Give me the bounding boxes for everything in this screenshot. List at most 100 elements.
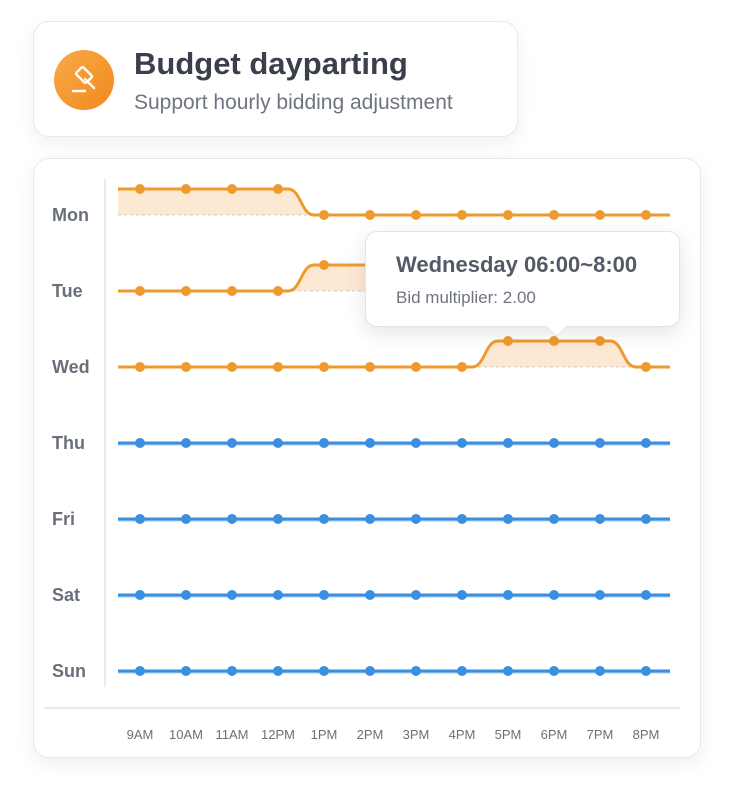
tooltip-label: Bid multiplier: <box>396 288 499 307</box>
data-point <box>641 514 651 524</box>
data-point <box>365 210 375 220</box>
hour-label: 11AM <box>216 727 249 742</box>
hour-label: 9AM <box>127 727 154 742</box>
day-label-sun: Sun <box>52 661 86 681</box>
data-point <box>549 336 559 346</box>
hour-label: 2PM <box>357 727 384 742</box>
tooltip-body: Bid multiplier: 2.00 <box>396 288 536 308</box>
data-point <box>181 184 191 194</box>
data-point <box>365 666 375 676</box>
data-point <box>503 666 513 676</box>
tooltip-value: 2.00 <box>502 288 536 307</box>
data-point <box>273 590 283 600</box>
data-point <box>181 438 191 448</box>
page-subtitle: Support hourly bidding adjustment <box>134 91 453 114</box>
dayparting-chart-card: Mon Tue Wed Thu Fri Sat Sun 9AM 10AM 11AM 12PM 1PM 2… <box>33 158 701 758</box>
data-point <box>457 362 467 372</box>
day-label-thu: Thu <box>52 433 85 453</box>
data-point <box>319 514 329 524</box>
data-point <box>227 286 237 296</box>
data-point <box>319 362 329 372</box>
data-point <box>549 210 559 220</box>
data-point <box>319 260 329 270</box>
data-point <box>595 590 605 600</box>
series-line-tue <box>118 263 670 293</box>
data-point <box>273 666 283 676</box>
page-title: Budget dayparting <box>134 46 408 81</box>
data-point <box>273 362 283 372</box>
day-label-tue: Tue <box>52 281 83 301</box>
hour-label: 8PM <box>633 727 660 742</box>
data-point <box>181 590 191 600</box>
series-line-mon <box>118 187 670 217</box>
data-point <box>273 438 283 448</box>
data-point <box>227 514 237 524</box>
data-point <box>135 590 145 600</box>
data-point <box>181 286 191 296</box>
data-point <box>181 666 191 676</box>
adjusted-area-mon <box>118 189 670 215</box>
data-point <box>319 590 329 600</box>
data-point <box>319 666 329 676</box>
day-label-sat: Sat <box>52 585 80 605</box>
data-point <box>135 514 145 524</box>
day-label-wed: Wed <box>52 357 90 377</box>
data-point <box>457 210 467 220</box>
data-point <box>641 438 651 448</box>
data-point <box>411 438 421 448</box>
data-point <box>641 590 651 600</box>
day-label-mon: Mon <box>52 205 89 225</box>
data-point <box>595 666 605 676</box>
header-card: Budget dayparting Support hourly bidding… <box>33 21 518 137</box>
data-point <box>457 590 467 600</box>
hour-label: 3PM <box>403 727 430 742</box>
hour-label: 6PM <box>541 727 568 742</box>
data-point <box>549 514 559 524</box>
day-label-fri: Fri <box>52 509 75 529</box>
hour-label: 5PM <box>495 727 522 742</box>
data-point <box>503 438 513 448</box>
data-point <box>365 438 375 448</box>
data-point <box>503 590 513 600</box>
data-point <box>181 362 191 372</box>
data-point <box>503 336 513 346</box>
data-point <box>595 438 605 448</box>
data-point <box>319 438 329 448</box>
data-point <box>135 666 145 676</box>
data-point <box>411 590 421 600</box>
hour-label: 7PM <box>587 727 614 742</box>
data-point <box>365 590 375 600</box>
data-point <box>411 514 421 524</box>
data-point <box>457 438 467 448</box>
data-point <box>365 514 375 524</box>
data-point <box>595 336 605 346</box>
data-point <box>135 184 145 194</box>
data-point <box>135 286 145 296</box>
data-point <box>457 666 467 676</box>
data-point <box>457 514 467 524</box>
bid-tooltip: Wednesday 06:00~8:00 Bid multiplier: 2.0… <box>365 231 680 338</box>
data-point <box>135 438 145 448</box>
hour-label: 12PM <box>261 727 295 742</box>
data-point <box>595 210 605 220</box>
data-point <box>411 362 421 372</box>
data-point <box>319 210 329 220</box>
data-point <box>181 514 191 524</box>
data-point <box>227 666 237 676</box>
data-point <box>411 210 421 220</box>
data-point <box>273 184 283 194</box>
hour-label: 1PM <box>311 727 338 742</box>
data-point <box>227 438 237 448</box>
data-point <box>641 362 651 372</box>
tooltip-title: Wednesday 06:00~8:00 <box>396 252 638 277</box>
data-point <box>503 210 513 220</box>
data-point <box>411 666 421 676</box>
data-point <box>549 438 559 448</box>
data-point <box>641 210 651 220</box>
data-point <box>549 590 559 600</box>
data-point <box>365 362 375 372</box>
hour-label: 10AM <box>169 727 203 742</box>
gavel-icon <box>54 50 114 110</box>
data-point <box>549 666 559 676</box>
data-point <box>503 514 513 524</box>
